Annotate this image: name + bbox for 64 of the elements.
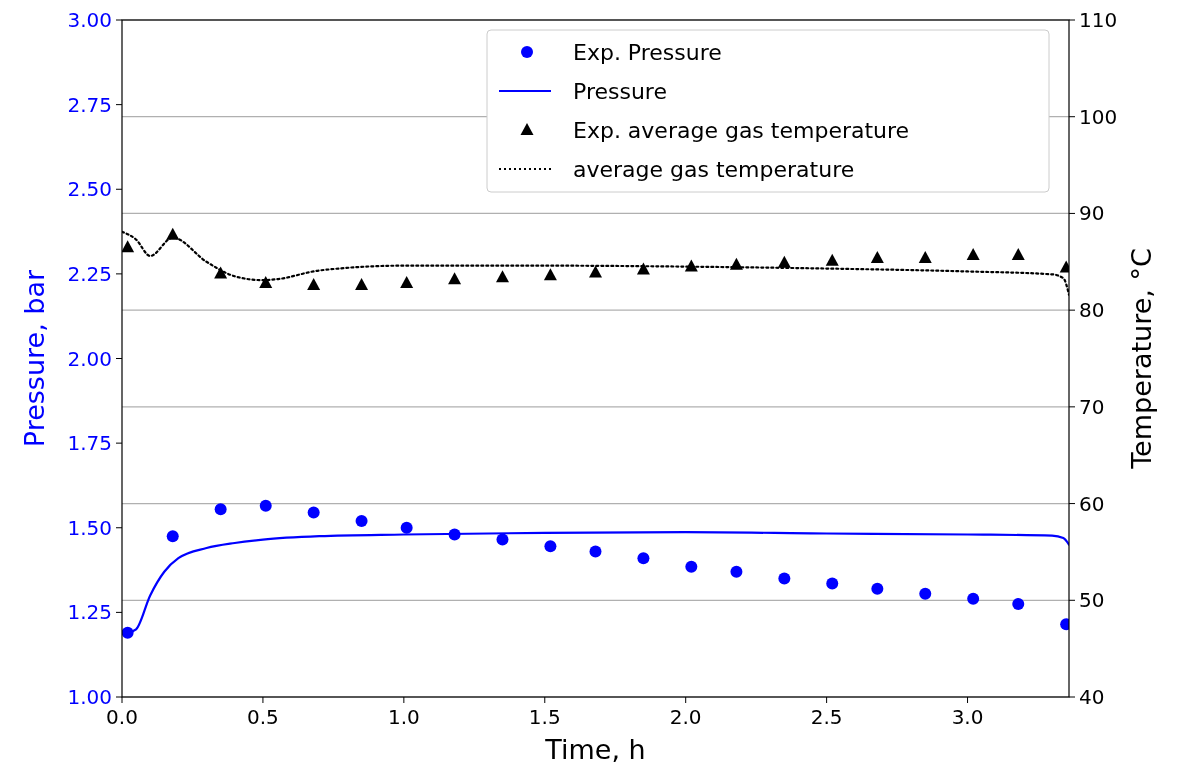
point xyxy=(400,521,413,534)
y2-tick-label: 100 xyxy=(1079,104,1118,129)
x-tick-label: 1.5 xyxy=(528,705,561,729)
x-axis-title: Time, h xyxy=(544,734,646,765)
point xyxy=(636,262,650,275)
y-tick-label: 1.50 xyxy=(67,515,112,540)
y-tick-label: 3.00 xyxy=(67,8,112,32)
point xyxy=(1011,248,1025,261)
point xyxy=(685,560,698,573)
point xyxy=(543,268,557,281)
point xyxy=(777,255,791,268)
y2-tick-label: 110 xyxy=(1079,8,1118,32)
point xyxy=(918,250,932,263)
point xyxy=(259,499,272,512)
point xyxy=(400,276,414,289)
legend-label: average gas temperature xyxy=(573,157,855,182)
point xyxy=(259,276,273,289)
point xyxy=(307,506,320,519)
y-axis-title: Pressure, bar xyxy=(19,268,50,448)
point xyxy=(166,530,179,543)
y2-tick-label: 40 xyxy=(1079,685,1105,709)
point xyxy=(122,240,135,253)
point xyxy=(826,577,839,590)
y2-tick-label: 90 xyxy=(1079,201,1105,226)
y-tick-label: 2.00 xyxy=(67,346,112,371)
point xyxy=(870,250,884,263)
x-tick-label: 2.5 xyxy=(810,705,843,729)
y2-tick-label: 50 xyxy=(1079,588,1105,613)
point xyxy=(730,565,743,578)
point xyxy=(589,265,602,278)
point xyxy=(214,503,227,516)
y2-axis-title: Temperature, °C xyxy=(1126,248,1157,470)
point xyxy=(637,552,650,565)
legend-label: Exp. Pressure xyxy=(573,40,722,65)
y2-tick-label: 80 xyxy=(1079,298,1105,323)
point xyxy=(825,253,839,266)
y2-tick-label: 70 xyxy=(1079,394,1105,419)
point xyxy=(919,587,932,600)
legend-label: Exp. average gas temperature xyxy=(573,118,910,143)
y-tick-label: 2.50 xyxy=(67,177,112,202)
point xyxy=(495,270,509,283)
legend-label: Pressure xyxy=(573,79,667,104)
point xyxy=(1012,597,1025,610)
point xyxy=(684,259,698,272)
y-tick-label: 2.25 xyxy=(67,261,112,286)
point xyxy=(967,592,980,605)
y2-tick-label: 60 xyxy=(1079,491,1105,516)
point xyxy=(871,582,884,595)
point xyxy=(355,278,369,290)
x-tick-label: 1.0 xyxy=(387,705,420,729)
point xyxy=(544,540,557,553)
x-tick-label: 2.0 xyxy=(669,705,702,729)
point xyxy=(589,545,602,558)
x-tick-label: 0.5 xyxy=(247,705,279,729)
point xyxy=(448,272,462,285)
point xyxy=(966,248,980,261)
point xyxy=(778,572,791,585)
point xyxy=(496,533,509,546)
y-tick-label: 1.75 xyxy=(67,431,112,456)
point xyxy=(355,514,368,527)
x-tick-label: 3.0 xyxy=(951,705,984,729)
y-tick-label: 2.75 xyxy=(67,92,112,117)
y-tick-label: 1.25 xyxy=(67,600,112,625)
point xyxy=(307,278,321,290)
